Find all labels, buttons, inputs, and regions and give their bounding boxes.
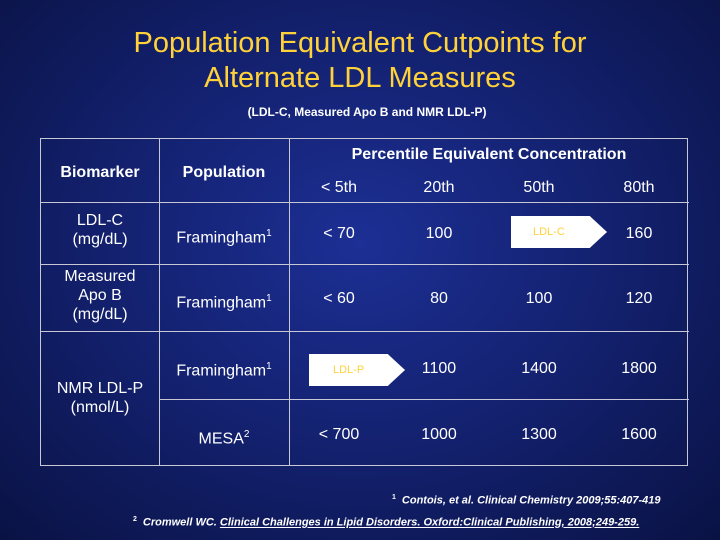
biomarker-label: Measured <box>64 268 136 285</box>
title-line-1: Population Equivalent Cutpoints for <box>133 27 587 59</box>
value-cell: 160 <box>625 225 653 242</box>
header-percentile-group: Percentile Equivalent Concentration <box>351 146 627 163</box>
row-divider <box>41 202 689 203</box>
header-percentile-80th: 80th <box>623 179 655 196</box>
footnote-2: 2 Cromwell WC. Clinical Challenges in Lip… <box>133 516 640 529</box>
footnote-2-reference-link[interactable]: Clinical Challenges in Lipid Disorders. … <box>219 516 640 529</box>
header-percentile-50th: 50th <box>523 179 555 196</box>
value-cell: 100 <box>425 225 453 242</box>
row-divider <box>41 264 689 265</box>
col-divider <box>159 139 160 465</box>
footnote-1: 1 Contois, et al. Clinical Chemistry 2009… <box>392 494 661 507</box>
biomarker-apob: Measured Apo B (mg/dL) <box>41 267 159 324</box>
value-cell: < 70 <box>323 225 355 242</box>
row-divider <box>41 331 689 332</box>
header-population: Population <box>182 164 266 181</box>
value-cell: 1800 <box>621 360 657 377</box>
header-biomarker: Biomarker <box>60 164 140 181</box>
header-percentile-20th: 20th <box>423 179 455 196</box>
biomarker-label: Apo B <box>78 287 122 304</box>
biomarker-label: NMR LDL-P <box>56 380 144 397</box>
ldlc-arrow-marker: LDL-C <box>511 216 607 248</box>
value-cell: 100 <box>525 290 553 307</box>
biomarker-label: LDL-C <box>76 212 124 229</box>
title-line-2: Alternate LDL Measures <box>204 62 516 94</box>
biomarker-unit: (mg/dL) <box>72 306 128 323</box>
cutpoints-table: Biomarker Population Percentile Equivale… <box>40 138 689 466</box>
biomarker-unit: (nmol/L) <box>70 399 130 416</box>
population-cell: Framingham1 <box>176 361 272 380</box>
value-cell: 1000 <box>421 426 457 443</box>
value-cell: < 700 <box>318 426 360 443</box>
biomarker-unit: (mg/dL) <box>72 231 128 248</box>
value-cell: 1400 <box>521 360 557 377</box>
value-cell: 1600 <box>621 426 657 443</box>
value-cell: 1100 <box>421 360 457 377</box>
value-cell: 80 <box>430 290 448 307</box>
slide-subtitle: (LDL-C, Measured Apo B and NMR LDL-P) <box>247 105 487 119</box>
population-cell: MESA2 <box>198 429 250 448</box>
slide-title: Population Equivalent Cutpoints for Alte… <box>0 26 720 96</box>
value-cell: 1300 <box>521 426 557 443</box>
population-cell: Framingham1 <box>176 293 272 312</box>
ldlp-arrow-marker: LDL-P <box>309 354 405 386</box>
value-cell: < 60 <box>323 290 355 307</box>
header-percentile-5th: < 5th <box>320 179 358 196</box>
row-divider <box>159 399 689 400</box>
col-divider <box>289 139 290 465</box>
biomarker-nmr-ldlp: NMR LDL-P (nmol/L) <box>41 379 159 417</box>
value-cell: 120 <box>625 290 653 307</box>
biomarker-ldlc: LDL-C (mg/dL) <box>41 211 159 249</box>
population-cell: Framingham1 <box>176 228 272 247</box>
